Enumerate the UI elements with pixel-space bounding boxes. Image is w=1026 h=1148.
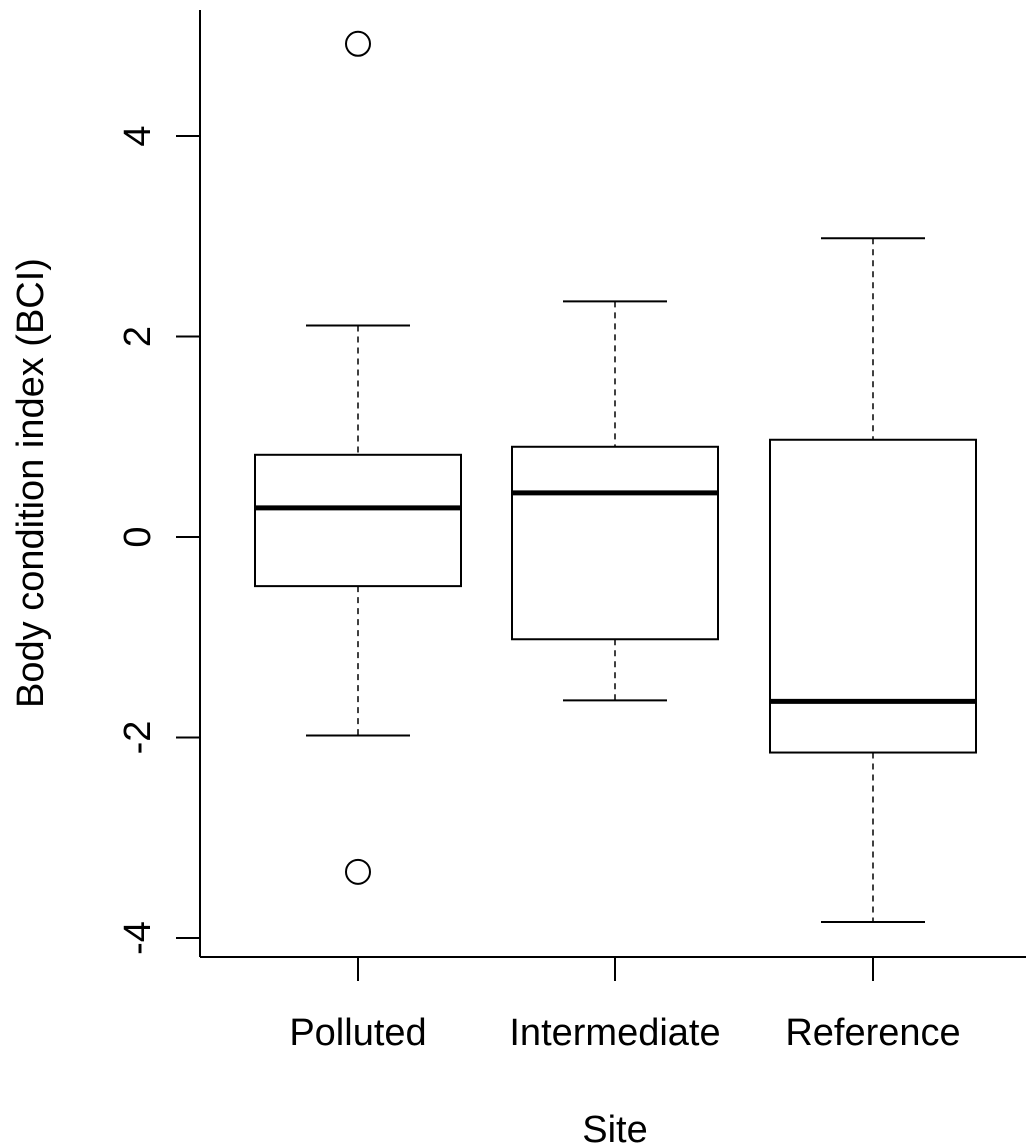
boxes	[254, 30, 977, 923]
y-axis-title: Body condition index (BCI)	[10, 258, 52, 708]
y-tick-label: -2	[117, 721, 159, 755]
box-reference	[769, 237, 977, 923]
x-axis-title: Site	[582, 1109, 647, 1148]
outlier-point	[345, 858, 371, 885]
y-tick-label: 2	[117, 326, 159, 347]
x-tick-label: Intermediate	[509, 1012, 720, 1054]
y-tick-label: -4	[117, 921, 159, 955]
y-tick-label: 0	[117, 526, 159, 547]
axes: -4 -2 0 2 4 Polluted Intermediate Reference	[117, 10, 1026, 1054]
x-tick-label: Polluted	[289, 1012, 426, 1054]
box-polluted	[254, 30, 462, 885]
outlier-point	[345, 30, 371, 57]
x-tick-label: Reference	[785, 1012, 960, 1054]
iqr-box	[769, 438, 977, 754]
iqr-box	[511, 445, 719, 641]
box-intermediate	[511, 300, 719, 702]
iqr-box	[254, 453, 462, 588]
y-tick-label: 4	[117, 125, 159, 146]
